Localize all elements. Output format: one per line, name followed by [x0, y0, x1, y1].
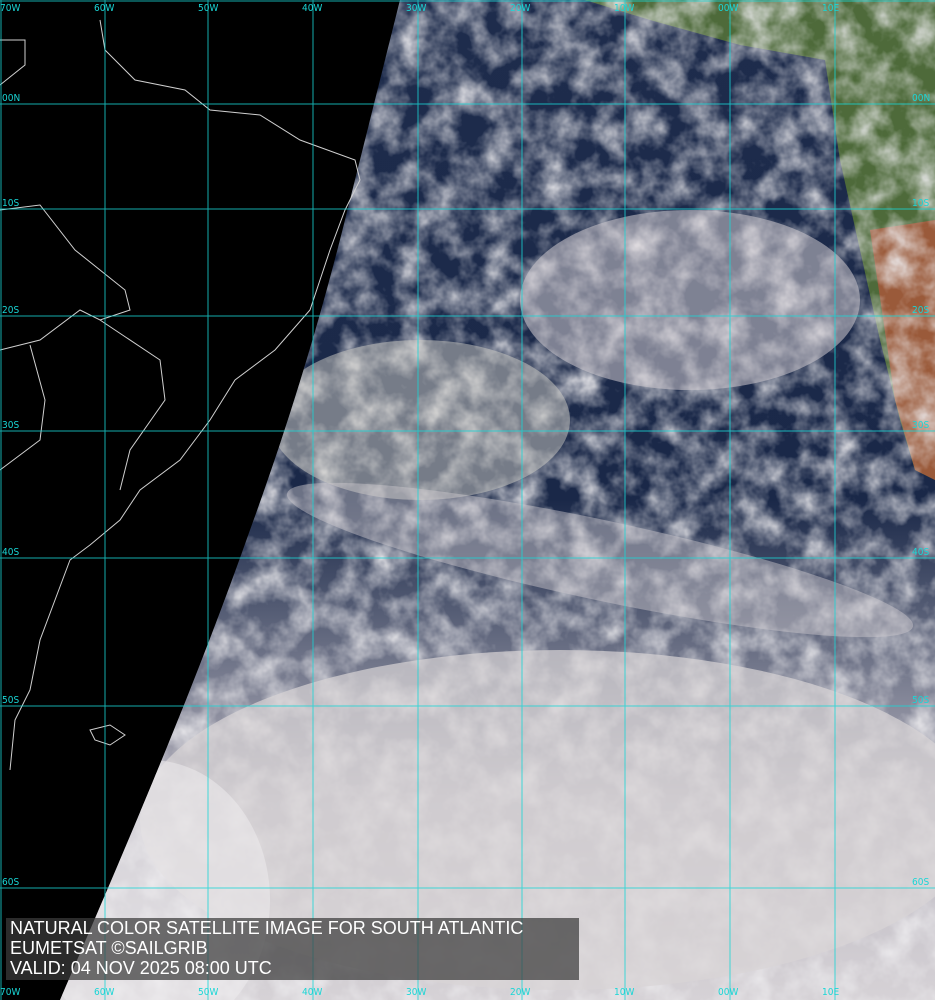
caption-box: NATURAL COLOR SATELLITE IMAGE FOR SOUTH …: [6, 918, 579, 980]
lon-label-top: 30W: [406, 3, 427, 14]
lon-label-bottom: 60W: [94, 987, 115, 998]
lat-label-left: 50S: [2, 695, 20, 706]
lon-label-top: 50W: [198, 3, 219, 14]
lon-label-bottom: 10W: [614, 987, 635, 998]
lon-label-top: 40W: [302, 3, 323, 14]
lon-label-top: 10E: [822, 3, 840, 14]
coastlines: [0, 19, 361, 771]
lon-label-top: 20W: [510, 3, 531, 14]
lon-label-bottom: 50W: [198, 987, 219, 998]
lon-label-top: 60W: [94, 3, 115, 14]
lat-label-right: 30S: [912, 420, 930, 431]
lat-label-right: 40S: [912, 547, 930, 558]
lat-label-right: 20S: [912, 305, 930, 316]
lat-label-left: 20S: [2, 305, 20, 316]
lat-label-right: 60S: [912, 877, 930, 888]
lat-label-left: 00N: [2, 93, 21, 104]
lon-label-bottom: 10E: [822, 987, 840, 998]
lat-label-left: 30S: [2, 420, 20, 431]
lon-label-top: 70W: [0, 3, 21, 14]
caption-credit: EUMETSAT ©SAILGRIB: [10, 938, 208, 958]
lat-label-right: 50S: [912, 695, 930, 706]
lon-label-bottom: 00W: [718, 987, 739, 998]
lon-label-bottom: 40W: [302, 987, 323, 998]
lon-label-bottom: 30W: [406, 987, 427, 998]
lat-label-left: 40S: [2, 547, 20, 558]
lon-label-bottom: 20W: [510, 987, 531, 998]
lat-label-left: 10S: [2, 198, 20, 209]
lat-label-right: 10S: [912, 198, 930, 209]
lon-label-bottom: 70W: [0, 987, 21, 998]
lat-label-right: 00N: [912, 93, 931, 104]
caption-valid-time: VALID: 04 NOV 2025 08:00 UTC: [10, 958, 272, 978]
lon-label-top: 00W: [718, 3, 739, 14]
caption-title: NATURAL COLOR SATELLITE IMAGE FOR SOUTH …: [10, 918, 524, 938]
lat-label-left: 60S: [2, 877, 20, 888]
lon-label-top: 10W: [614, 3, 635, 14]
